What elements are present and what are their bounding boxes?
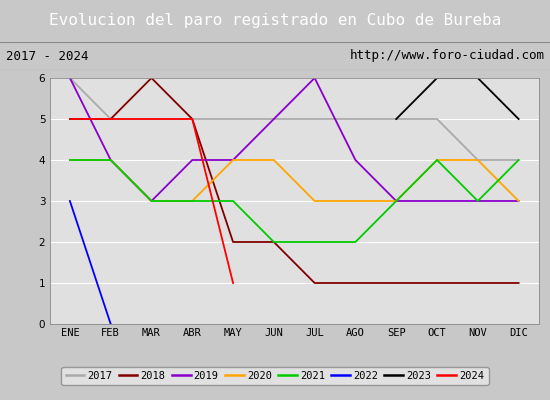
Text: Evolucion del paro registrado en Cubo de Bureba: Evolucion del paro registrado en Cubo de… (49, 14, 501, 28)
Text: http://www.foro-ciudad.com: http://www.foro-ciudad.com (349, 50, 544, 62)
Text: 2017 - 2024: 2017 - 2024 (6, 50, 88, 62)
Legend: 2017, 2018, 2019, 2020, 2021, 2022, 2023, 2024: 2017, 2018, 2019, 2020, 2021, 2022, 2023… (62, 367, 488, 385)
